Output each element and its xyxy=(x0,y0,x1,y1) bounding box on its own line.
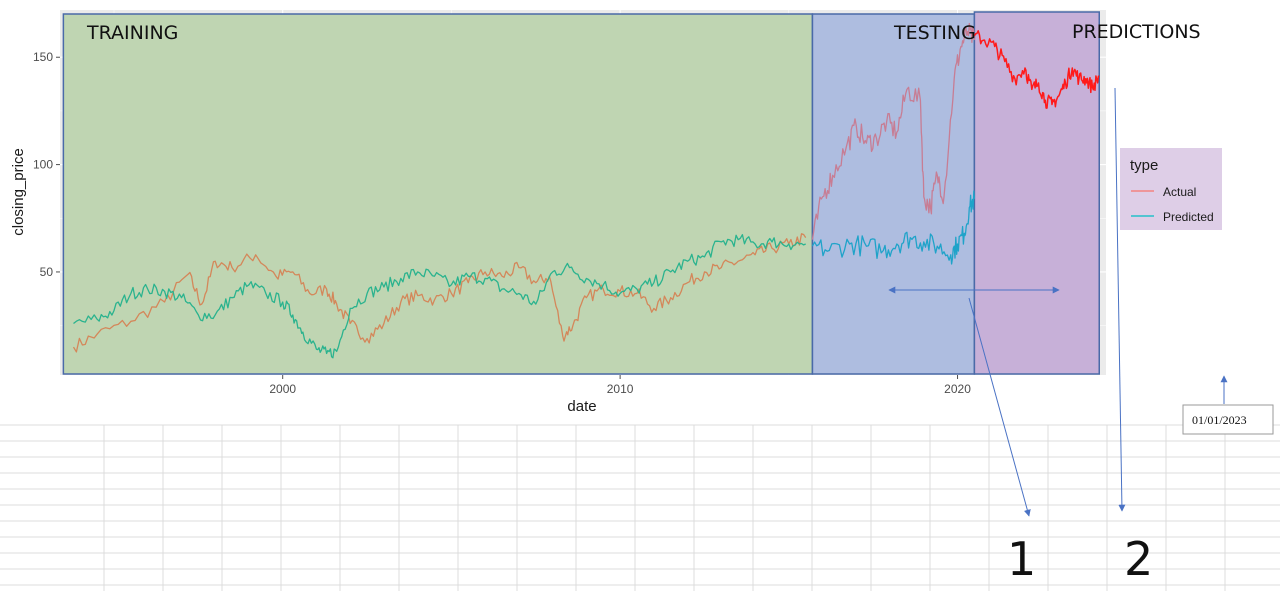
series-actual-testing xyxy=(811,22,976,240)
callout-number-2: 2 xyxy=(1124,532,1153,586)
legend-actual-label: Actual xyxy=(1163,185,1196,199)
legend: type Actual Predicted xyxy=(1120,148,1222,230)
region-box-testing xyxy=(811,13,976,375)
y-axis-title: closing_price xyxy=(10,148,27,236)
x-axis-title: date xyxy=(567,398,596,415)
date-box-text: 01/01/2023 xyxy=(1192,413,1247,427)
date-box xyxy=(1182,404,1274,435)
series-layer xyxy=(72,22,1100,359)
region-box-training xyxy=(62,13,814,375)
y-tick-label: 50 xyxy=(40,265,54,279)
callout-1-arrow xyxy=(968,297,1031,517)
legend-title: type xyxy=(1130,157,1158,174)
spreadsheet-gridlines xyxy=(0,424,1280,591)
training-label: TRAINING xyxy=(86,22,178,44)
callout-number-1: 1 xyxy=(1007,532,1036,586)
y-tick-label: 150 xyxy=(33,50,53,64)
region-box-predictions xyxy=(973,11,1101,375)
legend-predicted-label: Predicted xyxy=(1163,210,1214,224)
predictions-label: PREDICTIONS xyxy=(1072,21,1201,43)
x-axis: 2000 2010 2020 xyxy=(269,375,971,396)
series-predicted-training xyxy=(73,234,806,359)
series-predicted-testing xyxy=(811,190,976,265)
series-actual-training xyxy=(72,233,807,353)
x-tick-label: 2010 xyxy=(607,382,634,396)
x-tick-label: 2000 xyxy=(269,382,296,396)
region-boxes xyxy=(62,11,1101,375)
x-tick-label: 2020 xyxy=(944,382,971,396)
testing-label: TESTING xyxy=(893,22,976,44)
y-axis: 50 100 150 xyxy=(33,50,60,279)
callout-2-arrow xyxy=(1114,87,1126,512)
y-tick-label: 100 xyxy=(33,158,53,172)
series-actual-predictions xyxy=(973,30,1100,109)
